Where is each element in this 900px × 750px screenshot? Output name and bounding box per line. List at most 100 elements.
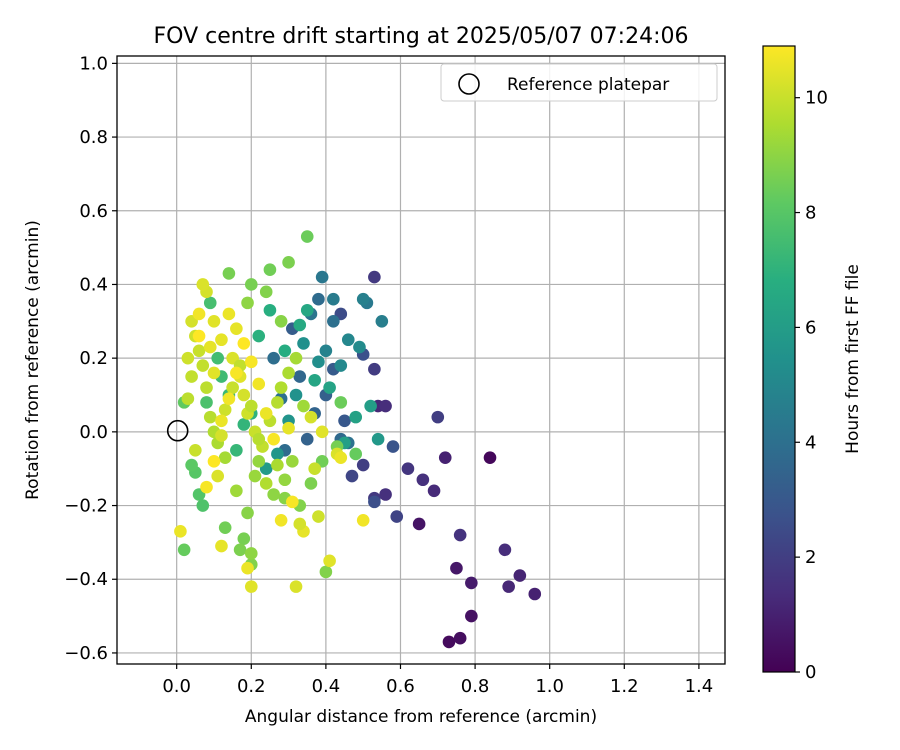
data-point bbox=[200, 381, 213, 394]
data-point bbox=[222, 267, 236, 280]
data-point bbox=[230, 484, 243, 498]
data-point bbox=[315, 425, 329, 439]
data-point bbox=[192, 329, 206, 343]
data-point bbox=[327, 315, 340, 328]
x-axis-ticks: 0.0 0.2 0.4 0.6 0.8 1.0 1.2 1.4 bbox=[162, 664, 713, 697]
data-point bbox=[181, 351, 195, 365]
data-point bbox=[222, 392, 236, 405]
data-point bbox=[431, 410, 445, 424]
data-point bbox=[289, 580, 303, 593]
data-point bbox=[200, 396, 213, 409]
data-point bbox=[319, 565, 333, 579]
legend-marker-reference bbox=[458, 73, 480, 95]
data-point bbox=[177, 543, 191, 557]
y-tick-label: 0.4 bbox=[79, 274, 108, 295]
plot-frame bbox=[116, 55, 726, 665]
x-tick-label: 1.4 bbox=[685, 676, 714, 697]
data-point bbox=[341, 333, 355, 347]
colorbar-tick-label: 0 bbox=[805, 662, 816, 683]
data-point bbox=[528, 587, 542, 601]
data-point bbox=[185, 458, 198, 472]
data-point bbox=[230, 443, 243, 457]
reference-platepar-marker bbox=[166, 419, 189, 442]
data-point bbox=[244, 580, 258, 593]
colorbar-fill bbox=[762, 45, 796, 673]
data-point bbox=[252, 455, 266, 468]
data-point bbox=[308, 462, 321, 476]
data-point bbox=[483, 451, 497, 464]
data-point bbox=[498, 543, 512, 557]
data-point bbox=[297, 399, 310, 413]
data-point bbox=[312, 510, 325, 523]
data-point bbox=[185, 370, 198, 383]
data-point bbox=[233, 543, 247, 557]
data-point bbox=[241, 561, 254, 575]
data-point bbox=[315, 270, 329, 284]
data-point bbox=[293, 318, 307, 332]
data-point bbox=[312, 355, 325, 369]
data-point bbox=[368, 270, 381, 284]
data-point bbox=[282, 366, 295, 380]
data-point bbox=[282, 256, 295, 269]
y-axis-ticks: −0.6 −0.4 −0.2 0.0 0.2 0.4 0.6 0.8 1.0 bbox=[64, 53, 117, 664]
data-point bbox=[438, 451, 452, 464]
data-point bbox=[502, 580, 515, 593]
data-point bbox=[244, 399, 258, 413]
data-point bbox=[263, 263, 277, 277]
data-point bbox=[390, 510, 404, 523]
data-point bbox=[218, 521, 232, 534]
data-point bbox=[274, 381, 288, 394]
data-point bbox=[237, 337, 251, 350]
data-point bbox=[286, 455, 299, 468]
data-point bbox=[368, 362, 381, 376]
colorbar-tick-label: 8 bbox=[805, 203, 816, 224]
data-point bbox=[237, 418, 251, 431]
data-point bbox=[453, 528, 467, 542]
data-point bbox=[203, 340, 217, 354]
data-point bbox=[267, 488, 280, 501]
data-point bbox=[244, 547, 258, 560]
data-point bbox=[323, 554, 336, 568]
data-point bbox=[196, 278, 210, 291]
y-tick-label: 0.6 bbox=[79, 201, 108, 222]
data-point bbox=[364, 399, 377, 413]
data-point bbox=[267, 432, 280, 446]
data-point bbox=[356, 292, 370, 306]
data-point bbox=[259, 407, 273, 420]
data-point bbox=[289, 388, 303, 402]
y-tick-label: 1.0 bbox=[79, 53, 108, 74]
data-point bbox=[252, 329, 266, 343]
data-point bbox=[334, 359, 348, 372]
data-point bbox=[271, 458, 284, 472]
data-point bbox=[368, 495, 381, 509]
data-point bbox=[416, 473, 430, 487]
data-point bbox=[312, 292, 325, 306]
data-point bbox=[349, 410, 363, 424]
chart-title: FOV centre drift starting at 2025/05/07 … bbox=[154, 24, 689, 49]
data-point bbox=[259, 285, 273, 299]
data-point bbox=[401, 462, 415, 476]
data-point bbox=[356, 513, 370, 527]
data-point bbox=[465, 609, 478, 623]
data-point bbox=[274, 315, 288, 328]
colorbar-label: Hours from first FF file bbox=[843, 264, 863, 454]
data-point bbox=[278, 473, 292, 487]
data-point bbox=[196, 499, 210, 512]
data-point bbox=[289, 351, 303, 365]
colorbar-tick-label: 10 bbox=[805, 88, 828, 109]
x-tick-label: 0.2 bbox=[237, 676, 266, 697]
data-point bbox=[297, 337, 310, 350]
data-point bbox=[300, 303, 314, 317]
data-point bbox=[465, 576, 478, 590]
data-point bbox=[237, 388, 251, 402]
data-point bbox=[412, 517, 426, 531]
data-point bbox=[192, 307, 206, 321]
data-point bbox=[278, 344, 292, 358]
data-point bbox=[207, 366, 221, 380]
data-point bbox=[181, 392, 195, 405]
data-point bbox=[300, 432, 314, 446]
legend-label-reference: Reference platepar bbox=[507, 75, 669, 95]
data-point bbox=[203, 296, 217, 310]
data-point bbox=[215, 414, 228, 428]
